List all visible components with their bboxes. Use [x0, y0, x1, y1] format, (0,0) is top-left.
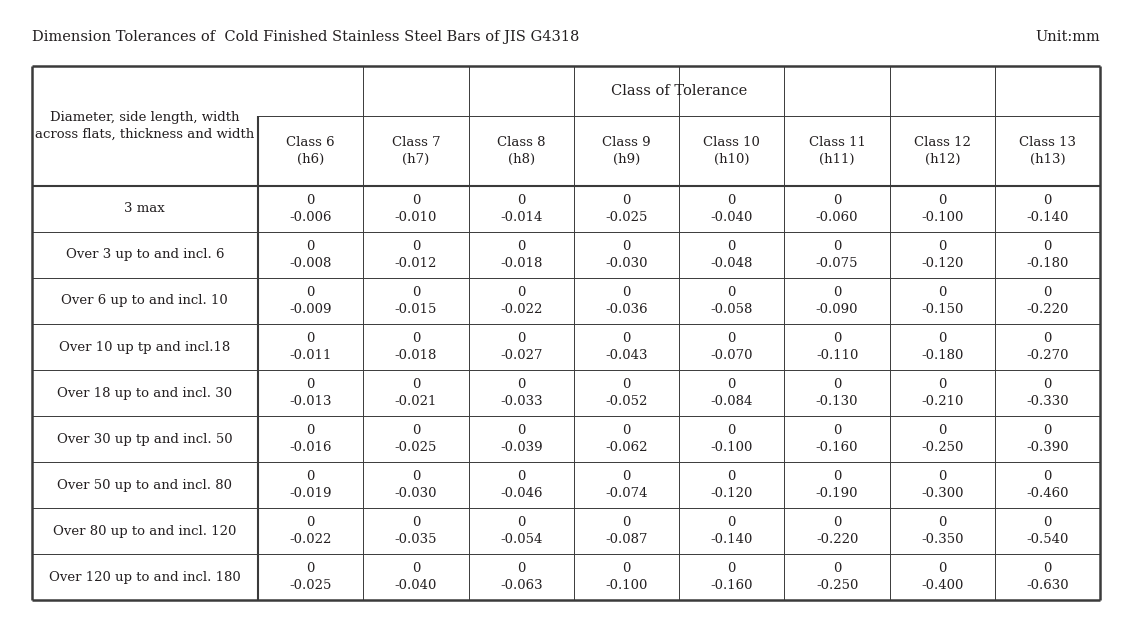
- Text: Over 3 up to and incl. 6: Over 3 up to and incl. 6: [65, 248, 224, 261]
- Text: Unit:mm: Unit:mm: [1035, 31, 1100, 44]
- Text: 0
-0.630: 0 -0.630: [1026, 562, 1069, 592]
- Text: 0
-0.540: 0 -0.540: [1026, 516, 1069, 546]
- Text: 0
-0.300: 0 -0.300: [921, 470, 964, 500]
- Text: Diameter, side length, width
across flats, thickness and width: Diameter, side length, width across flat…: [35, 110, 254, 140]
- Text: 0
-0.018: 0 -0.018: [395, 332, 438, 362]
- Text: 0
-0.025: 0 -0.025: [395, 424, 438, 454]
- Text: 0
-0.063: 0 -0.063: [500, 562, 542, 592]
- Text: 0
-0.190: 0 -0.190: [816, 470, 858, 500]
- Text: 0
-0.036: 0 -0.036: [605, 286, 648, 316]
- Text: Class 7
(h7): Class 7 (h7): [392, 136, 440, 166]
- Text: Class 8
(h8): Class 8 (h8): [497, 136, 546, 166]
- Text: 0
-0.140: 0 -0.140: [711, 516, 753, 546]
- Text: 0
-0.048: 0 -0.048: [711, 240, 753, 270]
- Text: 0
-0.074: 0 -0.074: [605, 470, 648, 500]
- Text: 0
-0.030: 0 -0.030: [395, 470, 438, 500]
- Text: 0
-0.220: 0 -0.220: [816, 516, 858, 546]
- Text: 0
-0.220: 0 -0.220: [1026, 286, 1069, 316]
- Text: Class 11
(h11): Class 11 (h11): [809, 136, 865, 166]
- Text: 0
-0.250: 0 -0.250: [921, 424, 963, 454]
- Text: 0
-0.035: 0 -0.035: [395, 516, 438, 546]
- Text: 0
-0.390: 0 -0.390: [1026, 424, 1069, 454]
- Text: Class 13
(h13): Class 13 (h13): [1019, 136, 1077, 166]
- Text: Class 12
(h12): Class 12 (h12): [914, 136, 971, 166]
- Text: 0
-0.087: 0 -0.087: [605, 516, 648, 546]
- Text: 0
-0.330: 0 -0.330: [1026, 378, 1069, 408]
- Text: Over 120 up to and incl. 180: Over 120 up to and incl. 180: [48, 571, 241, 584]
- Text: 0
-0.025: 0 -0.025: [605, 194, 648, 224]
- Text: 0
-0.100: 0 -0.100: [605, 562, 648, 592]
- Text: 0
-0.350: 0 -0.350: [921, 516, 964, 546]
- Text: Over 50 up to and incl. 80: Over 50 up to and incl. 80: [57, 479, 232, 492]
- Text: 0
-0.019: 0 -0.019: [289, 470, 332, 500]
- Text: 0
-0.040: 0 -0.040: [711, 194, 753, 224]
- Text: 0
-0.140: 0 -0.140: [1026, 194, 1069, 224]
- Text: 0
-0.084: 0 -0.084: [711, 378, 753, 408]
- Text: 0
-0.210: 0 -0.210: [921, 378, 963, 408]
- Text: Over 18 up to and incl. 30: Over 18 up to and incl. 30: [57, 386, 233, 399]
- Text: Class 6
(h6): Class 6 (h6): [287, 136, 335, 166]
- Text: 0
-0.046: 0 -0.046: [500, 470, 542, 500]
- Text: 0
-0.015: 0 -0.015: [395, 286, 438, 316]
- Text: 0
-0.014: 0 -0.014: [501, 194, 542, 224]
- Text: 0
-0.270: 0 -0.270: [1026, 332, 1069, 362]
- Text: 0
-0.039: 0 -0.039: [500, 424, 542, 454]
- Text: Over 10 up tp and incl.18: Over 10 up tp and incl.18: [60, 341, 231, 354]
- Text: 0
-0.009: 0 -0.009: [289, 286, 332, 316]
- Text: 0
-0.100: 0 -0.100: [921, 194, 963, 224]
- Text: 0
-0.025: 0 -0.025: [289, 562, 332, 592]
- Text: Over 6 up to and incl. 10: Over 6 up to and incl. 10: [62, 295, 228, 308]
- Text: 0
-0.180: 0 -0.180: [1026, 240, 1069, 270]
- Text: 0
-0.130: 0 -0.130: [816, 378, 858, 408]
- Text: Class 10
(h10): Class 10 (h10): [703, 136, 760, 166]
- Text: Over 30 up tp and incl. 50: Over 30 up tp and incl. 50: [57, 432, 233, 446]
- Text: 0
-0.058: 0 -0.058: [711, 286, 753, 316]
- Text: 0
-0.120: 0 -0.120: [921, 240, 963, 270]
- Text: 0
-0.075: 0 -0.075: [816, 240, 858, 270]
- Text: Dimension Tolerances of  Cold Finished Stainless Steel Bars of JIS G4318: Dimension Tolerances of Cold Finished St…: [32, 31, 579, 44]
- Text: 0
-0.090: 0 -0.090: [816, 286, 858, 316]
- Text: 0
-0.013: 0 -0.013: [289, 378, 332, 408]
- Text: Class of Tolerance: Class of Tolerance: [611, 84, 747, 98]
- Text: 0
-0.006: 0 -0.006: [289, 194, 332, 224]
- Text: 0
-0.022: 0 -0.022: [501, 286, 542, 316]
- Text: 0
-0.008: 0 -0.008: [289, 240, 332, 270]
- Text: 0
-0.160: 0 -0.160: [711, 562, 753, 592]
- Text: 0
-0.054: 0 -0.054: [501, 516, 542, 546]
- Text: 0
-0.012: 0 -0.012: [395, 240, 438, 270]
- Text: 0
-0.052: 0 -0.052: [605, 378, 648, 408]
- Text: 0
-0.010: 0 -0.010: [395, 194, 438, 224]
- Text: 0
-0.060: 0 -0.060: [816, 194, 858, 224]
- Text: Class 9
(h9): Class 9 (h9): [602, 136, 651, 166]
- Text: 0
-0.040: 0 -0.040: [395, 562, 438, 592]
- Text: 0
-0.120: 0 -0.120: [711, 470, 753, 500]
- Text: 3 max: 3 max: [125, 202, 165, 215]
- Text: 0
-0.043: 0 -0.043: [605, 332, 648, 362]
- Text: 0
-0.160: 0 -0.160: [816, 424, 858, 454]
- Text: 0
-0.022: 0 -0.022: [289, 516, 332, 546]
- Text: 0
-0.062: 0 -0.062: [605, 424, 648, 454]
- Text: 0
-0.018: 0 -0.018: [501, 240, 542, 270]
- Text: 0
-0.021: 0 -0.021: [395, 378, 438, 408]
- Text: Over 80 up to and incl. 120: Over 80 up to and incl. 120: [53, 525, 236, 538]
- Text: 0
-0.110: 0 -0.110: [816, 332, 858, 362]
- Text: 0
-0.460: 0 -0.460: [1026, 470, 1069, 500]
- Text: 0
-0.150: 0 -0.150: [921, 286, 963, 316]
- Text: 0
-0.070: 0 -0.070: [711, 332, 753, 362]
- Text: 0
-0.250: 0 -0.250: [816, 562, 858, 592]
- Text: 0
-0.033: 0 -0.033: [500, 378, 542, 408]
- Text: 0
-0.400: 0 -0.400: [921, 562, 963, 592]
- Text: 0
-0.180: 0 -0.180: [921, 332, 963, 362]
- Text: 0
-0.027: 0 -0.027: [500, 332, 542, 362]
- Text: 0
-0.011: 0 -0.011: [289, 332, 332, 362]
- Text: 0
-0.100: 0 -0.100: [711, 424, 753, 454]
- Text: 0
-0.030: 0 -0.030: [605, 240, 648, 270]
- Text: 0
-0.016: 0 -0.016: [289, 424, 332, 454]
